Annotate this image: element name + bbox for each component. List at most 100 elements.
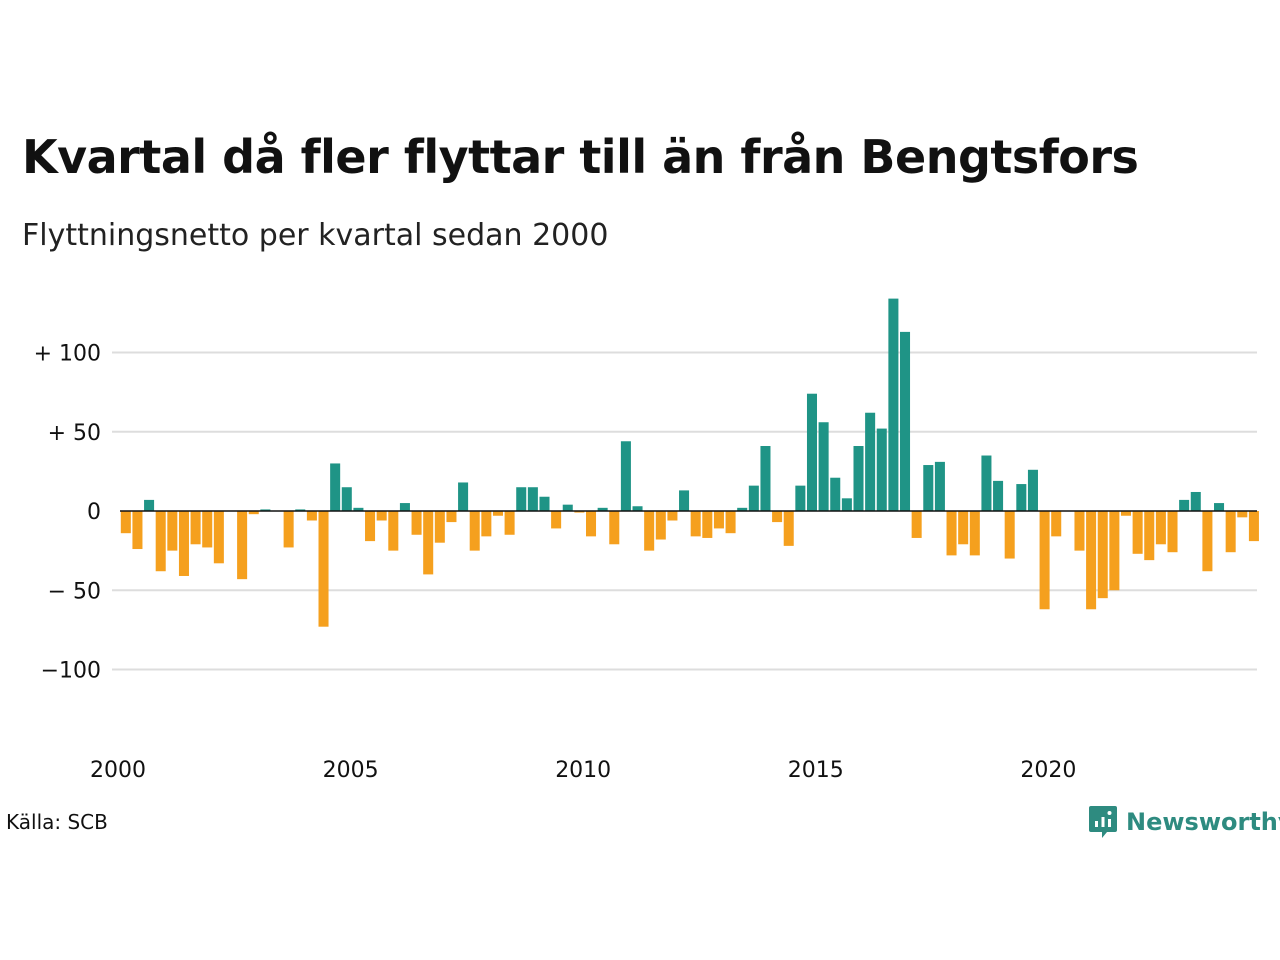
bar (516, 487, 527, 511)
bar (1190, 491, 1201, 511)
bar (237, 511, 248, 580)
bar (1120, 511, 1132, 516)
bar (469, 511, 480, 551)
bar (411, 511, 422, 535)
bar (539, 496, 550, 512)
x-tick-label: 2020 (1020, 758, 1076, 783)
bar (888, 298, 899, 511)
bar (1051, 511, 1062, 537)
x-tick-label: 2005 (323, 758, 379, 783)
bar (841, 498, 852, 511)
brand-name: Newsworthy (1126, 808, 1280, 836)
source-note: Källa: SCB (6, 810, 108, 834)
bar (1179, 499, 1190, 511)
bar (795, 485, 806, 511)
bar (748, 485, 759, 511)
bar (399, 503, 410, 511)
bar (365, 511, 376, 542)
bar (388, 511, 399, 551)
y-tick-label: + 50 (48, 421, 101, 446)
bar (458, 482, 469, 511)
bar (1004, 511, 1015, 559)
bar (202, 511, 213, 548)
bar (679, 490, 690, 511)
bar (283, 511, 294, 548)
x-tick-label: 2000 (90, 758, 146, 783)
axes: + 100 + 50 0 − 50 −100 2000 2005 2010 2015 2020 (34, 342, 1257, 783)
bar (213, 511, 224, 564)
bar-chart: + 100 + 50 0 − 50 −100 2000 2005 2010 2015 2020 (34, 298, 1259, 783)
bar (248, 511, 259, 515)
bar (1167, 511, 1178, 553)
bar (1248, 511, 1259, 542)
bar (504, 511, 515, 535)
bar (713, 511, 724, 529)
bar (446, 511, 457, 523)
bar (1074, 511, 1085, 551)
bar (900, 331, 911, 511)
bar (830, 477, 841, 511)
bar (1155, 511, 1166, 545)
bar (574, 511, 585, 513)
bar (655, 511, 666, 540)
bar (155, 511, 166, 572)
bar (597, 507, 608, 511)
bar (818, 422, 829, 511)
bar (492, 511, 503, 516)
bar (434, 511, 445, 543)
x-tick-label: 2015 (788, 758, 844, 783)
bar (341, 487, 352, 511)
bar (946, 511, 957, 556)
x-tick-label: 2010 (555, 758, 611, 783)
bar (1132, 511, 1143, 554)
bar (853, 446, 864, 511)
bar (295, 509, 306, 511)
bar (1027, 469, 1038, 511)
bar (330, 463, 341, 511)
bar (923, 465, 934, 511)
bar (144, 499, 155, 511)
bar (1225, 511, 1236, 553)
bar (644, 511, 655, 551)
bar (1214, 503, 1225, 511)
bar (1097, 511, 1108, 599)
y-tick-label: 0 (87, 500, 101, 525)
bar (190, 511, 201, 545)
bar (260, 509, 271, 511)
bar (772, 511, 783, 523)
y-tick-label: −100 (41, 659, 101, 684)
bar (958, 511, 969, 545)
bar (562, 504, 573, 511)
bar (1109, 511, 1120, 591)
bar (376, 511, 387, 521)
bar (586, 511, 597, 537)
bar (690, 511, 701, 537)
bar (981, 455, 992, 511)
gridlines (112, 351, 1257, 671)
bar (1144, 511, 1155, 561)
bar (737, 507, 748, 511)
bar (969, 511, 980, 556)
bar (527, 487, 538, 511)
bar (725, 511, 736, 534)
bar (306, 511, 317, 521)
bar (132, 511, 143, 550)
bar (1237, 511, 1248, 518)
bar (1016, 484, 1027, 512)
bar (911, 511, 922, 538)
bar (865, 412, 876, 511)
bar (632, 506, 643, 511)
y-tick-label: − 50 (48, 579, 101, 604)
bar (1039, 511, 1050, 610)
bar (481, 511, 492, 537)
bar (876, 428, 887, 511)
bar (423, 511, 434, 575)
brand-logo: Newsworthy (1088, 804, 1280, 840)
bar (178, 511, 189, 576)
bar (609, 511, 620, 545)
bar (1086, 511, 1097, 610)
bar (353, 507, 364, 511)
bar (120, 511, 131, 534)
bar (167, 511, 178, 551)
bar (318, 511, 329, 627)
